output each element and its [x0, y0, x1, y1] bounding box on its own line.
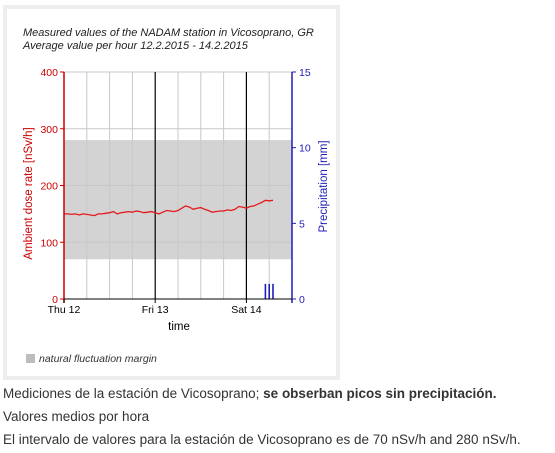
- left-tick-label: 400: [40, 67, 58, 79]
- caption-normal-text: Mediciones de la estación de Vicosoprano…: [3, 386, 264, 401]
- x-tick-label: Fri 13: [142, 304, 169, 316]
- precipitation-bar: [272, 283, 274, 299]
- caption-line-2: Valores medios por hora: [3, 409, 150, 424]
- left-tick-label: 0: [52, 294, 58, 306]
- left-tick-label: 300: [40, 124, 58, 136]
- legend-swatch: [26, 354, 35, 363]
- chart-panel: Measured values of the NADAM station in …: [3, 5, 340, 380]
- precipitation-bar: [268, 283, 270, 299]
- x-tick-label: Thu 12: [48, 304, 81, 316]
- dose-rate-line: [64, 199, 274, 217]
- right-tick-label: 5: [299, 218, 305, 230]
- x-axis-title: time: [168, 321, 190, 333]
- right-tick-label: 15: [299, 67, 311, 79]
- right-tick-label: 0: [299, 294, 305, 306]
- legend-label: natural fluctuation margin: [39, 353, 157, 365]
- left-tick-label: 200: [40, 181, 58, 193]
- right-tick-label: 10: [299, 143, 311, 155]
- right-axis-title: Precipitation [mm]: [318, 140, 330, 232]
- chart-subtitle: Average value per hour 12.2.2015 - 14.2.…: [22, 40, 249, 52]
- left-axis-title: Ambient dose rate [nSv/h]: [23, 127, 35, 259]
- left-tick-label: 100: [40, 237, 58, 249]
- caption-line-1: Mediciones de la estación de Vicosoprano…: [3, 386, 497, 401]
- dose-rate-chart: Measured values of the NADAM station in …: [22, 27, 330, 365]
- chart-title: Measured values of the NADAM station in …: [23, 27, 314, 39]
- caption-bold-text: se obserban picos sin precipitación.: [263, 386, 497, 401]
- precipitation-bar: [264, 283, 267, 299]
- caption-line-3: El intervalo de valores para la estación…: [3, 432, 521, 447]
- x-tick-label: Sat 14: [231, 304, 262, 316]
